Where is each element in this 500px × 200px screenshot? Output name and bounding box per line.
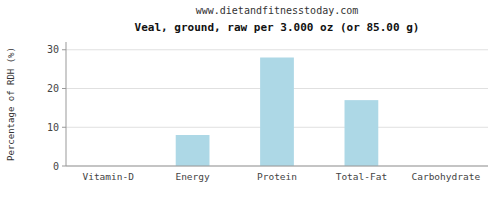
x-tick-label: Protein	[257, 171, 297, 182]
bar	[345, 100, 379, 166]
title: Veal, ground, raw per 3.000 oz (or 85.00…	[135, 21, 420, 34]
subtitle: www.dietandfitnesstoday.com	[196, 5, 359, 16]
x-tick-label: Vitamin-D	[82, 171, 134, 182]
y-axis-label: Percentage of RDH (%)	[6, 47, 16, 161]
x-tick-label: Total-Fat	[336, 171, 387, 182]
x-tick-label: Carbohydrate	[411, 171, 480, 182]
y-axis-line	[66, 42, 67, 166]
grid-line	[66, 49, 488, 50]
y-tick-label: 10	[47, 122, 59, 133]
x-axis-line	[66, 166, 488, 167]
y-tick	[62, 49, 66, 50]
y-tick-label: 0	[53, 161, 59, 172]
bar	[260, 58, 294, 167]
y-tick	[62, 88, 66, 89]
x-tick-label: Energy	[175, 171, 210, 182]
y-tick	[62, 127, 66, 128]
chart: www.dietandfitnesstoday.com Veal, ground,…	[0, 0, 500, 200]
grid-line	[66, 166, 488, 167]
bar	[176, 135, 210, 166]
y-tick-label: 30	[47, 44, 59, 55]
y-tick	[62, 166, 66, 167]
x-axis: Vitamin-D Energy Protein Total-Fat Carbohydr…	[82, 171, 480, 182]
y-tick-label: 20	[47, 83, 59, 94]
bars	[176, 58, 379, 167]
chart-container: www.dietandfitnesstoday.com Veal, ground,…	[0, 0, 500, 200]
y-axis: 0 10 20 30	[47, 44, 488, 171]
